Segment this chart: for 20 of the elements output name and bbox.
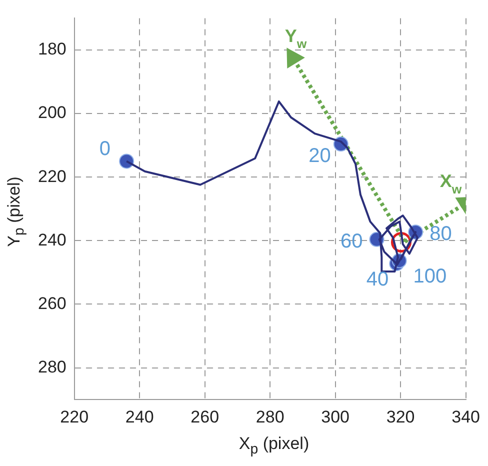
- x-tick-label: 340: [452, 407, 480, 426]
- y-tick-label: 180: [38, 40, 66, 59]
- x-tick-label: 280: [256, 407, 284, 426]
- y-tick-label: 280: [38, 358, 66, 377]
- y-tick-label: 260: [38, 294, 66, 313]
- y-tick-label: 200: [38, 103, 66, 122]
- x-tick-label: 240: [125, 407, 154, 426]
- x-tick-label: 320: [386, 407, 415, 426]
- y-tick-label: 220: [38, 166, 66, 186]
- annotation: 100: [413, 266, 447, 288]
- x-tick-label: 300: [321, 407, 350, 426]
- x-tick-label: 260: [190, 407, 220, 426]
- x-tick-label: 220: [60, 407, 89, 426]
- x-axis-title: X$_{p}$ (pixel): [238, 434, 310, 458]
- annotation: 60: [340, 230, 363, 252]
- annotation: 20: [308, 145, 331, 168]
- annotation: 40: [366, 268, 389, 291]
- annotation: 0: [99, 138, 111, 160]
- y-tick-label: 240: [38, 230, 66, 250]
- annotation: 80: [430, 223, 452, 246]
